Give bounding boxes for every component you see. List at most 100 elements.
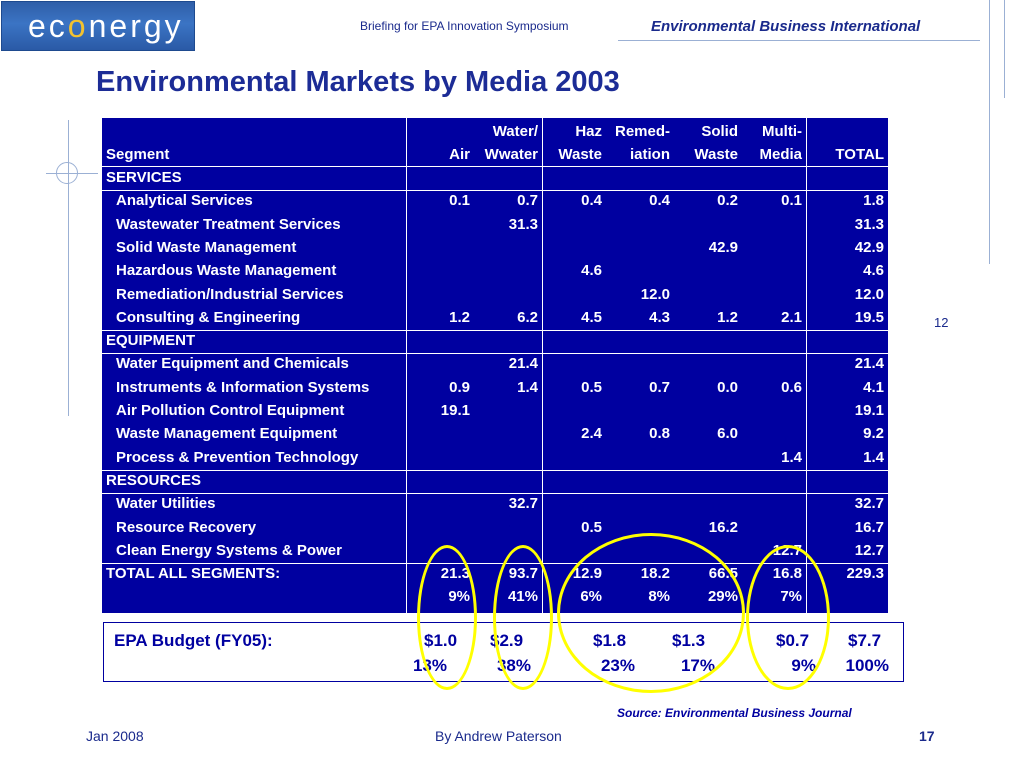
row-value: 0.4 xyxy=(581,192,602,210)
table-row-divider xyxy=(102,469,888,471)
row-value: 0.2 xyxy=(717,192,738,210)
row-value: 19.1 xyxy=(854,402,884,419)
column-header: Media xyxy=(759,146,802,163)
column-header: Air xyxy=(449,146,470,163)
footer-page-number: 17 xyxy=(919,728,935,744)
row-value: 42.9 xyxy=(708,238,738,256)
total-value: 229.3 xyxy=(846,565,884,583)
row-label: Waste Management Equipment xyxy=(116,425,338,443)
row-value: 1.4 xyxy=(781,448,802,466)
row-label: Water Utilities xyxy=(116,495,216,513)
budget-percent: 100% xyxy=(845,656,889,675)
header-subtitle: Briefing for EPA Innovation Symposium xyxy=(360,19,569,33)
table-row-divider xyxy=(102,353,888,355)
row-label: Water Equipment and Chemicals xyxy=(116,355,349,373)
column-header: iation xyxy=(630,146,670,163)
row-value: 16.7 xyxy=(854,518,884,536)
row-value: 4.6 xyxy=(863,262,884,280)
logo-text-accent: o xyxy=(67,8,89,44)
row-value: 12.0 xyxy=(854,285,884,303)
row-value: 12.7 xyxy=(854,541,884,559)
row-value: 19.5 xyxy=(854,308,884,326)
row-label: Solid Waste Management xyxy=(116,238,297,256)
source-note: Source: Environmental Business Journal xyxy=(617,706,852,720)
row-value: 0.8 xyxy=(649,425,670,443)
decorative-rule xyxy=(68,120,69,416)
crosshair-circle xyxy=(56,162,78,184)
column-header: Waste xyxy=(694,146,738,163)
table-column-divider xyxy=(542,118,543,613)
econergy-logo: econergy xyxy=(1,1,195,51)
column-header-top: Multi- xyxy=(762,123,802,140)
decorative-rule xyxy=(1004,0,1005,98)
row-value: 0.9 xyxy=(449,378,470,396)
column-header: Waste xyxy=(558,146,602,163)
column-header: Wwater xyxy=(484,146,538,163)
footer-author: By Andrew Paterson xyxy=(435,728,562,744)
row-value: 0.5 xyxy=(581,378,602,396)
budget-value: $7.7 xyxy=(848,631,882,650)
row-value: 0.6 xyxy=(781,378,802,396)
decorative-rule xyxy=(618,40,980,41)
row-value: 12.0 xyxy=(640,285,670,303)
row-value: 4.1 xyxy=(863,378,884,396)
row-label: Consulting & Engineering xyxy=(116,308,301,326)
row-label: Clean Energy Systems & Power xyxy=(116,541,342,559)
footer-date: Jan 2008 xyxy=(86,728,144,744)
row-value: 9.2 xyxy=(863,425,884,443)
highlight-oval xyxy=(746,545,830,690)
column-header-top: Remed- xyxy=(614,123,670,140)
highlight-oval xyxy=(493,545,553,690)
markets-table: Water/Haz Remed- Solid Multi- Segment Air Wwat… xyxy=(102,118,888,613)
section-header: RESOURCES xyxy=(106,471,202,489)
side-page-number: 12 xyxy=(934,315,949,330)
highlight-oval xyxy=(417,545,477,690)
table-row-divider xyxy=(102,563,888,565)
row-value: 0.7 xyxy=(517,192,538,210)
logo-text: econergy xyxy=(28,8,184,45)
total-label: TOTAL ALL SEGMENTS: xyxy=(106,565,281,583)
markets-table-body: Water/Haz Remed- Solid Multi- Segment Air Wwat… xyxy=(102,118,888,613)
row-value: 1.4 xyxy=(517,378,538,396)
row-value: 1.2 xyxy=(449,308,470,326)
row-value: 32.7 xyxy=(854,495,884,513)
row-value: 32.7 xyxy=(508,495,538,513)
slide-title: Environmental Markets by Media 2003 xyxy=(96,66,620,98)
row-value: 21.4 xyxy=(508,355,538,373)
highlight-oval xyxy=(557,533,745,693)
row-value: 1.2 xyxy=(717,308,738,326)
row-label: Analytical Services xyxy=(116,192,253,210)
row-value: 31.3 xyxy=(508,215,538,233)
column-header-top: Solid xyxy=(701,123,738,140)
row-value: 0.5 xyxy=(581,518,602,536)
row-value: 2.4 xyxy=(581,425,602,443)
budget-label: EPA Budget (FY05): xyxy=(114,631,273,650)
row-value: 0.4 xyxy=(649,192,670,210)
column-header: TOTAL xyxy=(835,146,884,163)
table-row-divider xyxy=(102,166,888,167)
row-label: Process & Prevention Technology xyxy=(116,448,359,466)
table-column-divider xyxy=(806,118,807,613)
column-header-top: Haz xyxy=(575,123,602,140)
row-value: 0.0 xyxy=(717,378,738,396)
table-row-divider xyxy=(102,493,888,495)
decorative-rule xyxy=(989,0,990,264)
row-value: 42.9 xyxy=(854,238,884,256)
section-header: EQUIPMENT xyxy=(106,332,196,350)
column-header-segment: Segment xyxy=(106,146,170,163)
row-label: Wastewater Treatment Services xyxy=(116,215,341,233)
row-label: Remediation/Industrial Services xyxy=(116,285,344,303)
row-value: 1.8 xyxy=(863,192,884,210)
logo-text-part: ec xyxy=(28,8,68,44)
row-value: 1.4 xyxy=(863,448,884,466)
row-value: 19.1 xyxy=(440,402,470,419)
logo-text-part: nergy xyxy=(88,8,184,44)
row-value: 31.3 xyxy=(854,215,884,233)
row-value: 16.2 xyxy=(708,518,738,536)
row-value: 4.3 xyxy=(649,308,670,326)
table-row-divider xyxy=(102,330,888,332)
row-label: Air Pollution Control Equipment xyxy=(116,402,345,419)
row-value: 0.7 xyxy=(649,378,670,396)
row-value: 21.4 xyxy=(854,355,884,373)
section-header: SERVICES xyxy=(106,169,182,186)
